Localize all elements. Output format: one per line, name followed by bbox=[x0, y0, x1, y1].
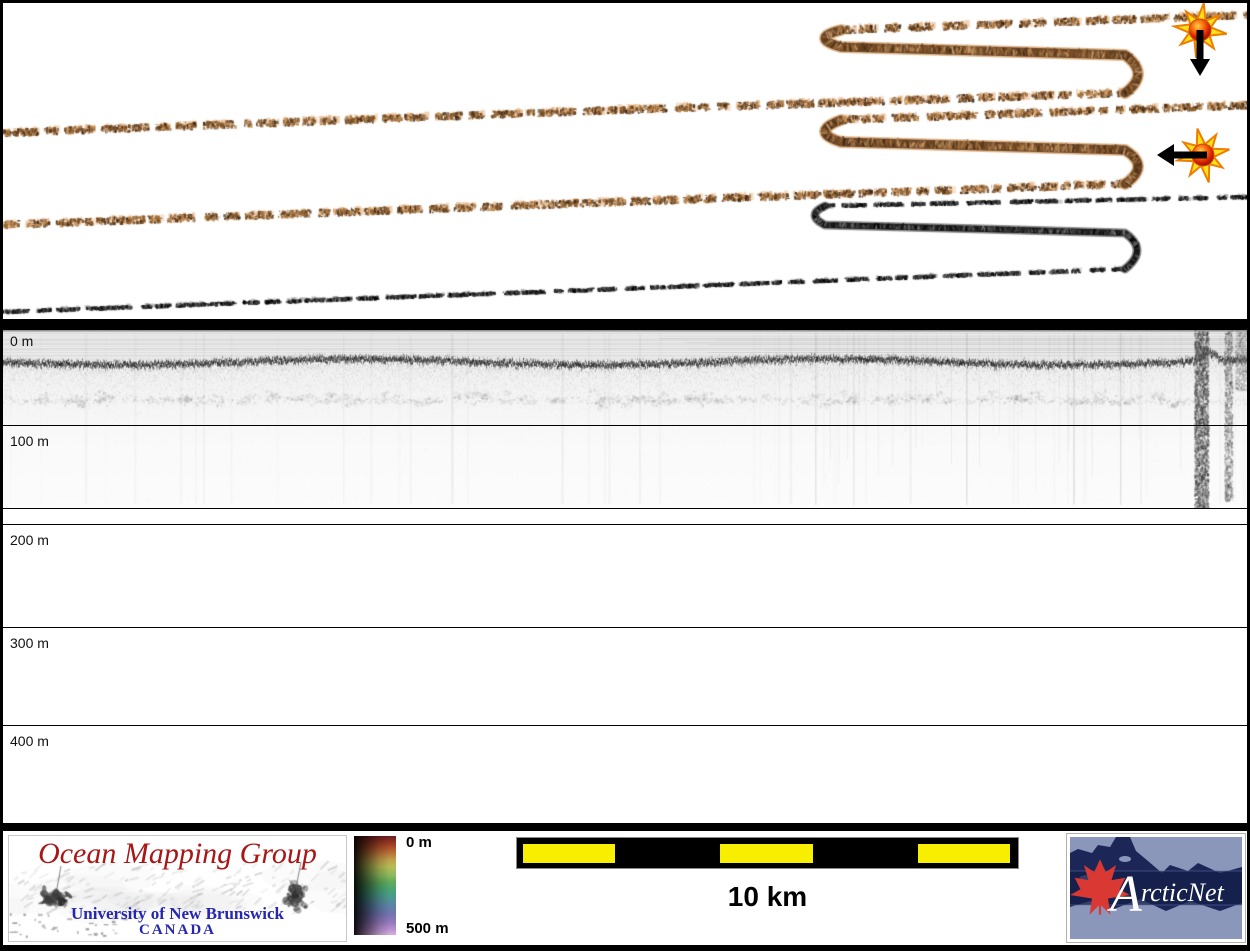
colorbar-top-label: 0 m bbox=[406, 834, 432, 851]
depth-profile-panel: 0 m 100 m 200 m 300 m 400 m bbox=[3, 330, 1247, 823]
arcticnet-logo: A rcticNet bbox=[1066, 833, 1246, 943]
colorbar-bottom-label: 500 m bbox=[406, 920, 449, 937]
gridline-400m bbox=[3, 725, 1247, 726]
scalebar-segment bbox=[720, 844, 813, 863]
track-map-canvas bbox=[3, 3, 1247, 319]
arcticnet-name: rcticNet bbox=[1141, 878, 1225, 907]
omg-logo: Ocean Mapping Group University of New Br… bbox=[8, 835, 347, 942]
arcticnet-logo-graphic: A rcticNet bbox=[1070, 837, 1242, 939]
gridline-300m bbox=[3, 627, 1247, 628]
gridline-100m bbox=[3, 425, 1247, 426]
depth-tick-300m: 300 m bbox=[10, 635, 49, 651]
direction-arrow-left-icon bbox=[1157, 144, 1207, 166]
depth-tick-200m: 200 m bbox=[10, 532, 49, 548]
track-map-panel bbox=[3, 3, 1247, 319]
omg-subtitle: University of New Brunswick bbox=[71, 904, 284, 923]
depth-tick-0m: 0 m bbox=[10, 333, 34, 349]
omg-logo-background bbox=[9, 836, 346, 941]
echogram-canvas bbox=[3, 330, 1247, 509]
legend-bar: Ocean Mapping Group University of New Br… bbox=[3, 831, 1247, 945]
omg-title: Ocean Mapping Group bbox=[38, 837, 317, 870]
scalebar-segment bbox=[523, 844, 615, 863]
direction-arrow-down-icon bbox=[1190, 30, 1210, 76]
depth-colorbar bbox=[354, 836, 396, 935]
scalebar-label: 10 km bbox=[727, 881, 808, 912]
map-scalebar bbox=[516, 837, 1019, 869]
arcticnet-initial: A bbox=[1107, 866, 1142, 923]
omg-country: CANADA bbox=[139, 922, 216, 938]
gridline-200m bbox=[3, 524, 1247, 525]
maple-leaf-icon bbox=[1070, 859, 1130, 915]
depth-tick-400m: 400 m bbox=[10, 733, 49, 749]
scalebar-segment bbox=[918, 844, 1010, 863]
depth-tick-100m: 100 m bbox=[10, 433, 49, 449]
